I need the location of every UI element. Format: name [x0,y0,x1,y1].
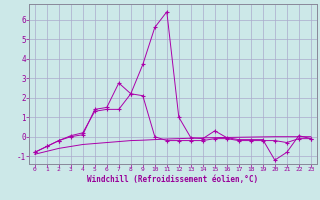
X-axis label: Windchill (Refroidissement éolien,°C): Windchill (Refroidissement éolien,°C) [87,175,258,184]
